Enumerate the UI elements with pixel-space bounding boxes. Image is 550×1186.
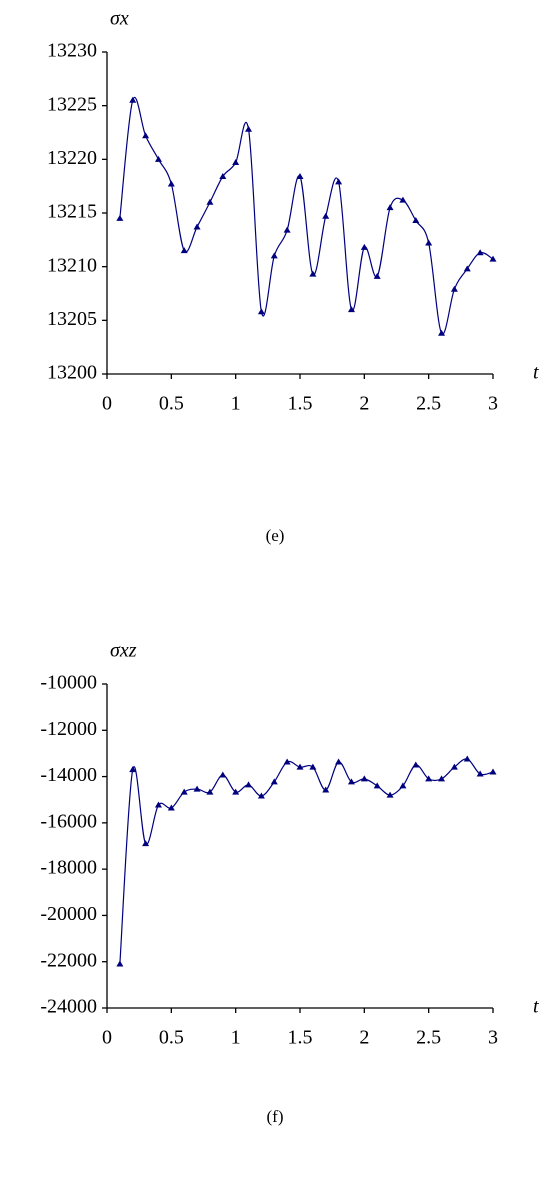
data-point [450, 285, 458, 292]
data-point [245, 125, 253, 132]
caption: (f) [267, 1107, 284, 1126]
y-tick-label: -12000 [40, 718, 97, 740]
y-tick-label: -22000 [40, 949, 97, 971]
data-point [257, 792, 265, 799]
data-point [360, 243, 368, 250]
data-point [116, 960, 124, 967]
data-point [257, 308, 265, 315]
x-tick-label: 3 [488, 1027, 498, 1049]
y-tick-label: 13200 [47, 362, 97, 384]
data-point [206, 788, 214, 795]
data-point [347, 778, 355, 785]
data-point [283, 226, 291, 233]
data-point [412, 217, 420, 224]
y-tick-label: -10000 [40, 672, 97, 694]
data-point [425, 239, 433, 246]
data-point [322, 786, 330, 793]
data-point [219, 173, 227, 180]
data-point [450, 763, 458, 770]
data-point [167, 180, 175, 187]
data-point [283, 758, 291, 765]
data-point [412, 761, 420, 768]
data-point [476, 249, 484, 256]
x-tick-label: 1 [231, 393, 241, 415]
data-point [154, 801, 162, 808]
data-line [119, 758, 494, 965]
data-point [193, 223, 201, 230]
data-point [245, 781, 253, 788]
y-tick-label: 13225 [47, 93, 97, 115]
data-point [476, 770, 484, 777]
x-tick-label: 2 [359, 393, 369, 415]
data-point [489, 255, 497, 262]
x-axis-label: t [533, 362, 539, 384]
data-point [129, 766, 137, 773]
caption: (e) [266, 526, 285, 545]
y-tick-label: 13205 [47, 308, 97, 330]
data-point [154, 155, 162, 162]
data-point [219, 771, 227, 778]
data-point [142, 132, 150, 139]
data-point [232, 159, 240, 166]
data-point [463, 755, 471, 762]
x-tick-label: 0.5 [159, 1027, 184, 1049]
data-point [335, 758, 343, 765]
data-point [206, 198, 214, 205]
y-tick-label: -14000 [40, 764, 97, 786]
data-point [309, 763, 317, 770]
x-tick-label: 1.5 [288, 393, 313, 415]
y-tick-label: -24000 [40, 996, 97, 1018]
data-point [232, 788, 240, 795]
y-tick-label: -20000 [40, 903, 97, 925]
data-point [322, 212, 330, 219]
x-tick-label: 2 [359, 1027, 369, 1049]
data-point [347, 306, 355, 313]
y-axis-label: σxz [110, 640, 137, 662]
x-tick-label: 1 [231, 1027, 241, 1049]
x-tick-label: 0 [102, 1027, 112, 1049]
data-point [360, 775, 368, 782]
data-point [180, 247, 188, 254]
y-tick-label: -18000 [40, 857, 97, 879]
data-point [489, 768, 497, 775]
data-point [296, 763, 304, 770]
data-point [129, 96, 137, 103]
data-point [438, 329, 446, 336]
data-point [180, 788, 188, 795]
y-tick-label: 13230 [47, 40, 97, 62]
x-tick-label: 0 [102, 393, 112, 415]
data-point [438, 775, 446, 782]
data-point [386, 791, 394, 798]
data-line [119, 96, 494, 335]
data-point [270, 778, 278, 785]
data-point [167, 804, 175, 811]
data-point [270, 252, 278, 259]
data-point [399, 196, 407, 203]
y-axis-label: σx [110, 8, 129, 30]
x-tick-label: 3 [488, 393, 498, 415]
data-point [425, 775, 433, 782]
x-tick-label: 2.5 [416, 393, 441, 415]
data-point [463, 265, 471, 272]
x-tick-label: 2.5 [416, 1027, 441, 1049]
x-axis-label: t [533, 996, 539, 1018]
data-point [309, 270, 317, 277]
y-tick-label: 13220 [47, 147, 97, 169]
data-point [386, 204, 394, 211]
data-point [335, 178, 343, 185]
x-tick-label: 0.5 [159, 393, 184, 415]
data-point [116, 214, 124, 221]
y-tick-label: 13210 [47, 254, 97, 276]
y-tick-label: 13215 [47, 201, 97, 223]
data-point [193, 785, 201, 792]
data-point [373, 272, 381, 279]
data-point [296, 173, 304, 180]
y-tick-label: -16000 [40, 810, 97, 832]
x-tick-label: 1.5 [288, 1027, 313, 1049]
data-point [142, 840, 150, 847]
data-point [399, 782, 407, 789]
data-point [373, 782, 381, 789]
